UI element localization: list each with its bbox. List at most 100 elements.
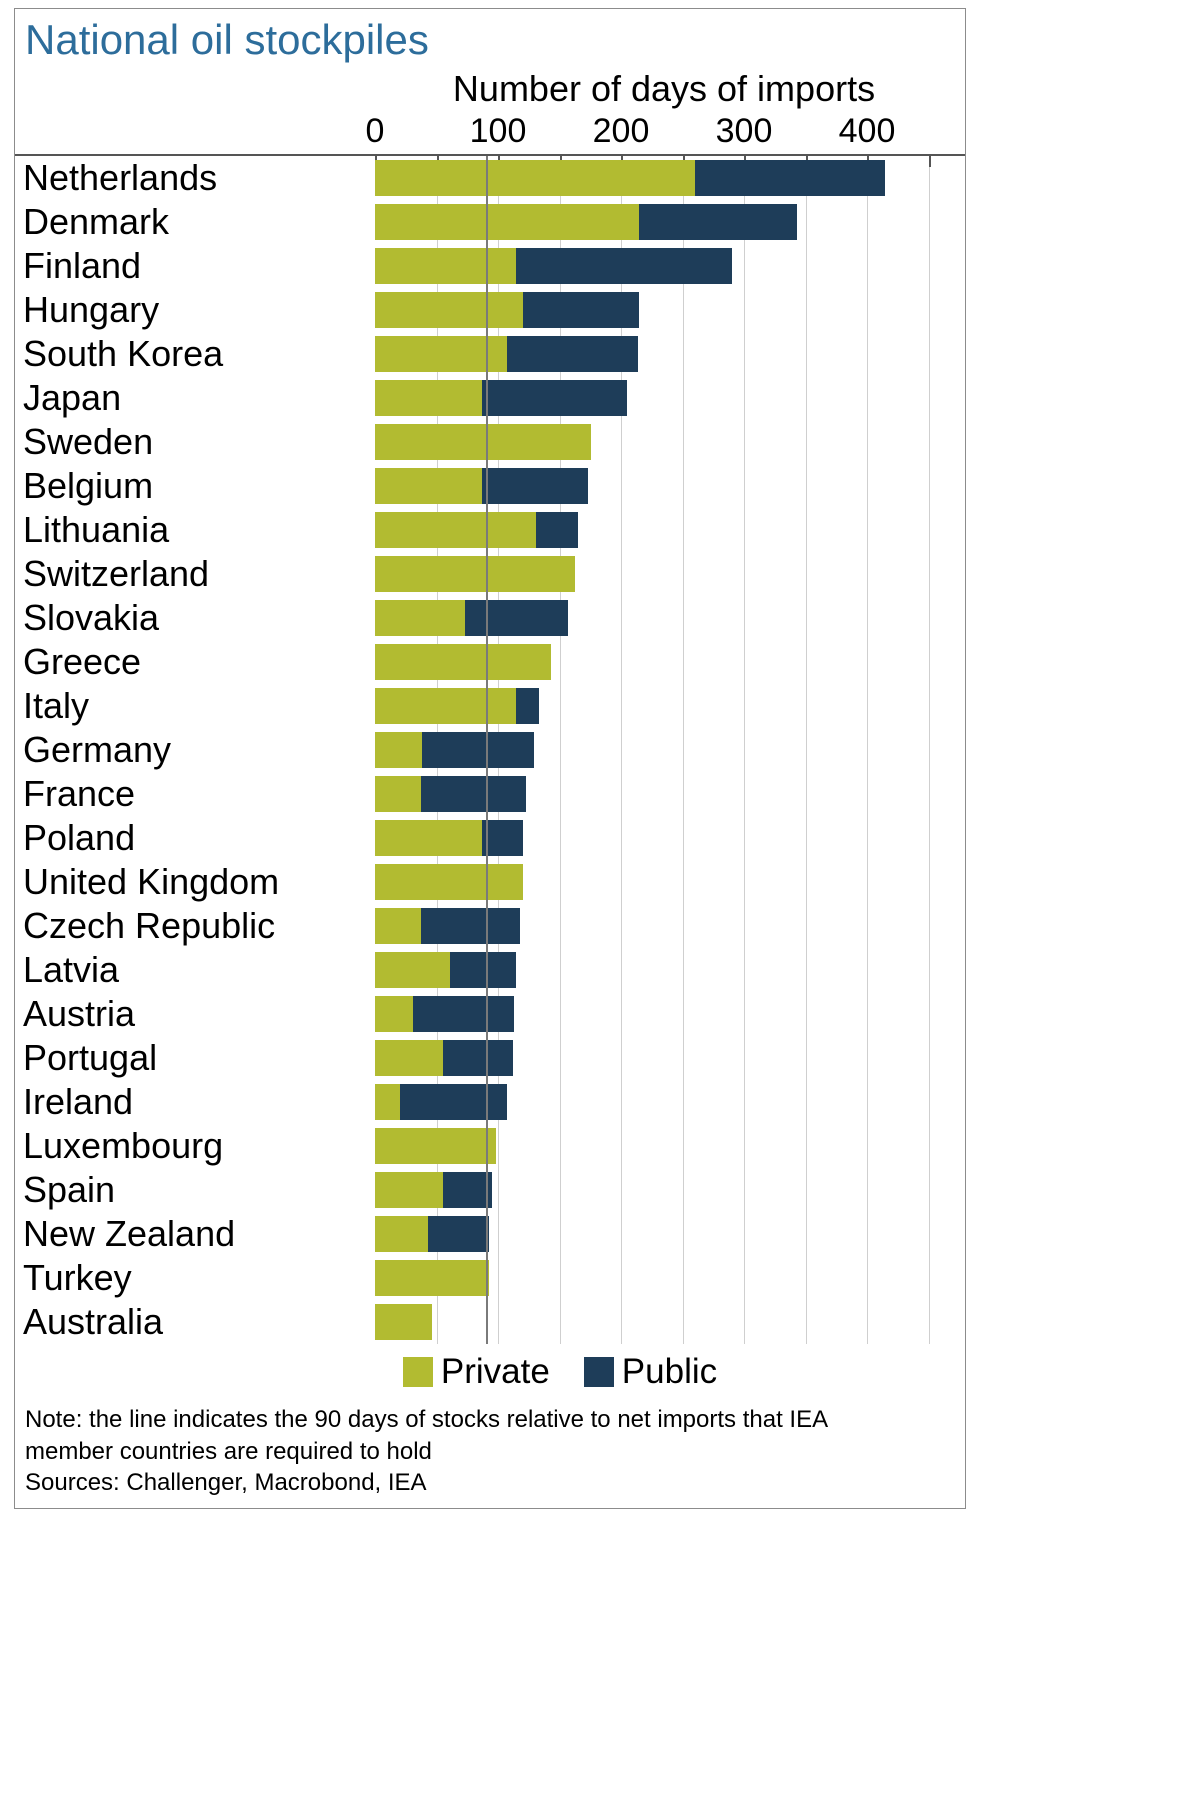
country-label: France xyxy=(23,773,136,815)
legend-item-public: Public xyxy=(583,1352,717,1392)
source-line: Sources: Challenger, Macrobond, IEA xyxy=(25,1468,427,1496)
private-segment xyxy=(375,468,482,505)
stacked-bar xyxy=(375,556,576,593)
stacked-bar xyxy=(375,908,521,945)
stacked-bar xyxy=(375,248,732,285)
country-label: Switzerland xyxy=(23,553,210,595)
bar-row: Sweden xyxy=(15,420,965,464)
public-segment xyxy=(536,512,578,549)
bar-row: Hungary xyxy=(15,288,965,332)
x-tick-label: 0 xyxy=(365,112,385,151)
private-segment xyxy=(375,1260,490,1297)
bar-row: Italy xyxy=(15,684,965,728)
private-segment xyxy=(375,556,576,593)
public-segment xyxy=(442,1040,513,1077)
stacked-bar xyxy=(375,600,569,637)
stacked-bar xyxy=(375,468,588,505)
bar-row: Ireland xyxy=(15,1080,965,1124)
stacked-bar xyxy=(375,1172,492,1209)
note-block: Note: the line indicates the 90 days of … xyxy=(15,1400,965,1508)
x-axis-tick-labels: 0 100 200 300 400 xyxy=(15,110,965,154)
country-label: Poland xyxy=(23,817,136,859)
stacked-bar xyxy=(375,380,628,417)
x-tick-label: 400 xyxy=(838,112,896,151)
x-tick-label: 100 xyxy=(469,112,527,151)
public-segment xyxy=(506,336,639,373)
x-tick-label: 200 xyxy=(592,112,650,151)
country-label: Portugal xyxy=(23,1037,158,1079)
plot-area: Netherlands Denmark Finland Hungary South Ko… xyxy=(15,154,965,1345)
private-segment xyxy=(375,1040,443,1077)
public-segment xyxy=(482,820,523,857)
country-label: Lithuania xyxy=(23,509,170,551)
country-label: United Kingdom xyxy=(23,861,280,903)
country-label: Italy xyxy=(23,685,90,727)
bar-row: Lithuania xyxy=(15,508,965,552)
bar-row: Belgium xyxy=(15,464,965,508)
country-label: Hungary xyxy=(23,289,160,331)
stacked-bar xyxy=(375,1216,490,1253)
country-label: Spain xyxy=(23,1169,116,1211)
private-segment xyxy=(375,336,507,373)
gridline xyxy=(559,156,561,1345)
public-segment xyxy=(516,688,539,725)
private-segment xyxy=(375,204,640,241)
public-segment xyxy=(399,1084,507,1121)
country-label: Turkey xyxy=(23,1257,132,1299)
x-axis-title: Number of days of imports xyxy=(452,68,876,110)
private-segment xyxy=(375,908,421,945)
public-segment xyxy=(694,160,886,197)
country-label: Finland xyxy=(23,245,142,287)
bar-row: Finland xyxy=(15,244,965,288)
country-label: Czech Republic xyxy=(23,905,276,947)
country-label: Greece xyxy=(23,641,142,683)
public-segment xyxy=(482,380,628,417)
private-segment xyxy=(375,1304,432,1341)
country-label: Latvia xyxy=(23,949,120,991)
bar-row: United Kingdom xyxy=(15,860,965,904)
private-segment xyxy=(375,1084,400,1121)
private-swatch-icon xyxy=(402,1357,433,1388)
bar-row: Switzerland xyxy=(15,552,965,596)
private-segment xyxy=(375,160,695,197)
public-segment xyxy=(482,468,588,505)
legend: Private Public xyxy=(15,1344,965,1400)
stacked-bar xyxy=(375,1260,490,1297)
public-segment xyxy=(522,292,640,329)
public-segment xyxy=(516,248,732,285)
stacked-bar xyxy=(375,820,523,857)
stacked-bar xyxy=(375,732,534,769)
private-segment xyxy=(375,864,523,901)
stacked-bar xyxy=(375,424,592,461)
stacked-bar xyxy=(375,160,886,197)
stacked-bar xyxy=(375,204,797,241)
country-label: Japan xyxy=(23,377,122,419)
legend-label-private: Private xyxy=(440,1352,550,1392)
stacked-bar xyxy=(375,776,527,813)
private-segment xyxy=(375,424,592,461)
stacked-bar xyxy=(375,996,514,1033)
country-label: Ireland xyxy=(23,1081,134,1123)
stacked-bar xyxy=(375,864,523,901)
private-segment xyxy=(375,996,414,1033)
gridline xyxy=(682,156,684,1345)
bar-row: Austria xyxy=(15,992,965,1036)
bar-row: Luxembourg xyxy=(15,1124,965,1168)
country-label: Sweden xyxy=(23,421,154,463)
public-swatch-icon xyxy=(583,1357,614,1388)
stacked-bar xyxy=(375,512,578,549)
country-label: Australia xyxy=(23,1301,164,1343)
stacked-bar xyxy=(375,1128,496,1165)
public-segment xyxy=(450,952,517,989)
chart-title: National oil stockpiles xyxy=(25,16,429,63)
bar-row: New Zealand xyxy=(15,1212,965,1256)
bar-row: Slovakia xyxy=(15,596,965,640)
x-tick-mark xyxy=(928,156,931,168)
bar-row: Germany xyxy=(15,728,965,772)
stacked-bar xyxy=(375,1084,507,1121)
private-segment xyxy=(375,1216,428,1253)
private-segment xyxy=(375,952,451,989)
legend-item-private: Private xyxy=(402,1352,550,1392)
note-line-1: Note: the line indicates the 90 days of … xyxy=(25,1406,829,1434)
bar-row: Australia xyxy=(15,1300,965,1344)
